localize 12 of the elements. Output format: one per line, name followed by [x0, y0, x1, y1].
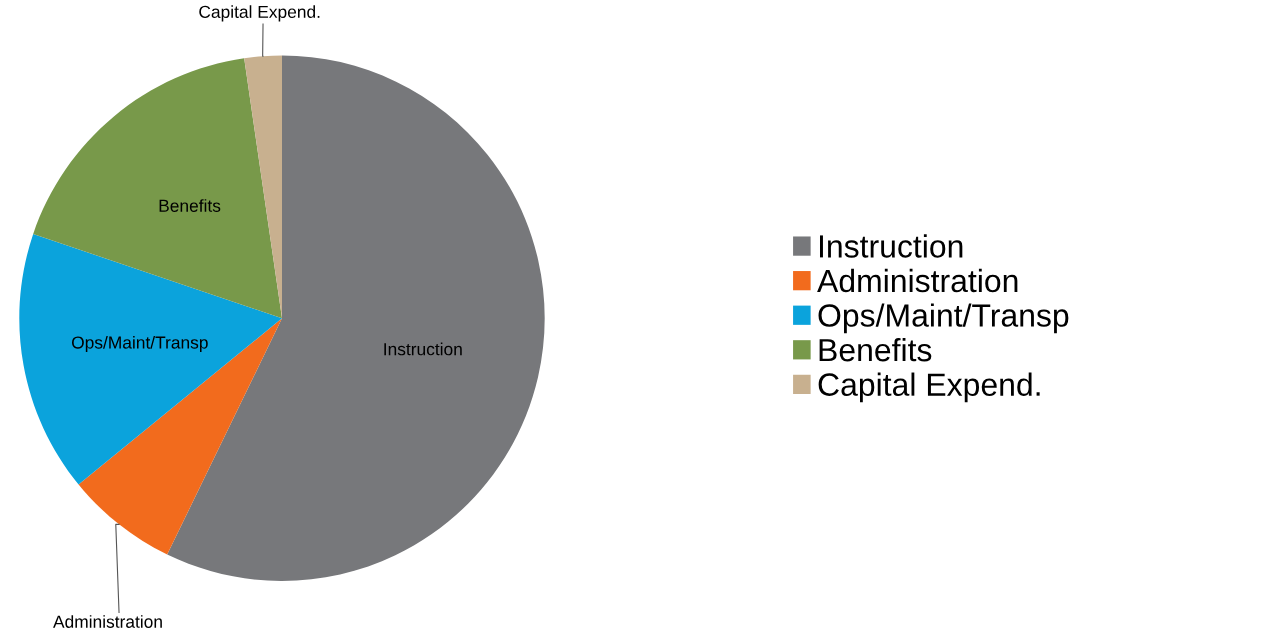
slice-label: Instruction — [384, 342, 462, 356]
legend-label: Ops/Maint/Transp — [818, 303, 1069, 334]
legend-label: Benefits — [819, 337, 932, 362]
slice-label: Capital Expend. — [199, 5, 320, 22]
legend-label: Administration — [817, 268, 1018, 293]
slice-label: Ops/Maint/Transp — [71, 335, 208, 353]
legend-label: Capital Expend. — [818, 372, 1040, 403]
legend-label: Instruction — [819, 234, 963, 258]
pie-slice — [33, 58, 282, 319]
slice-label: Administration — [53, 615, 162, 628]
pie-slice — [19, 233, 282, 485]
slice-label: Benefits — [159, 199, 221, 212]
